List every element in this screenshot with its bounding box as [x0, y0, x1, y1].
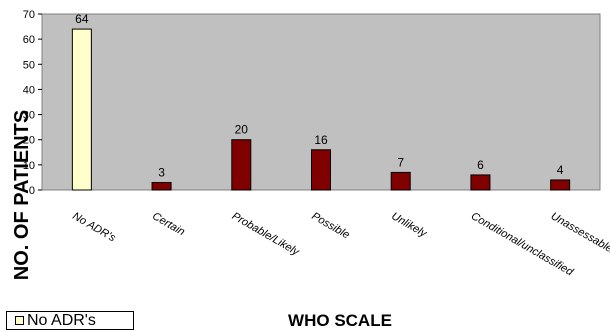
category-label: Certain [150, 210, 187, 238]
category-label: Unlikely [389, 210, 430, 240]
category-labels: No ADR's Certain Probable/Likely Possible Un… [70, 210, 610, 289]
data-label: 16 [314, 133, 328, 147]
legend-swatch [15, 316, 24, 325]
data-label: 7 [397, 155, 404, 169]
y-tick-label: 20 [23, 135, 35, 147]
x-axis-title: WHO SCALE [288, 311, 392, 330]
bar [470, 174, 491, 191]
bars [71, 28, 571, 191]
legend-entry: No ADR's [27, 311, 96, 329]
bar [550, 179, 571, 191]
y-axis-title: NO. OF PATIENTS [11, 110, 33, 280]
category-label: Probable/Likely [230, 210, 302, 259]
legend: No ADR's [6, 311, 134, 330]
category-label: Possible [310, 210, 352, 241]
data-label: 64 [75, 12, 89, 26]
data-label: 20 [235, 123, 249, 137]
y-tick-label: 0 [29, 185, 35, 197]
y-tick-label: 70 [23, 9, 35, 21]
y-axis-ticks: 0 10 20 30 40 50 60 70 [23, 9, 42, 197]
data-label: 4 [557, 163, 564, 177]
category-label: No ADR's [70, 210, 118, 244]
category-label: Unassessable/unclassifiable [549, 210, 610, 289]
y-tick-label: 10 [23, 160, 35, 172]
bar [311, 149, 331, 191]
y-tick-label: 40 [23, 84, 35, 96]
bar [390, 171, 411, 191]
data-label: 6 [477, 158, 484, 172]
bar [231, 139, 252, 191]
y-tick-label: 50 [23, 59, 35, 71]
bar [151, 181, 172, 191]
bar [71, 28, 92, 191]
y-tick-label: 30 [23, 110, 35, 122]
data-label: 3 [158, 165, 165, 179]
y-tick-label: 60 [23, 34, 35, 46]
